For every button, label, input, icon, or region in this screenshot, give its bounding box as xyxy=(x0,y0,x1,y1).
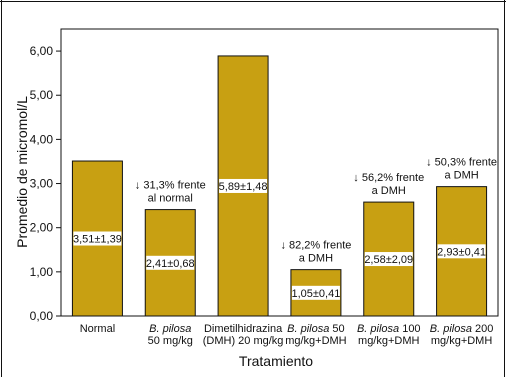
bar-annotation: ↓ 31,3% frente xyxy=(135,180,206,192)
bar-annotation: a DMH xyxy=(372,185,406,197)
x-tick-label: mg/kg+DMH xyxy=(285,335,346,347)
bar-annotation: a DMH xyxy=(444,170,478,182)
data-label: 3,51±1,39 xyxy=(73,234,122,246)
x-tick-label: B. pilosa xyxy=(149,323,191,335)
y-axis: 0,00 1,00 2,00 3,00 4,00 5,00 6,00 xyxy=(30,44,61,323)
data-label: 2,93±0,41 xyxy=(437,246,486,258)
bar-annotation: ↓ 50,3% frente xyxy=(426,157,497,169)
x-tick-label: mg/kg+DMH xyxy=(431,335,492,347)
data-label: 2,41±0,68 xyxy=(146,258,195,270)
data-label-box xyxy=(146,255,195,270)
data-label: 2,58±2,09 xyxy=(364,254,413,266)
data-label-box xyxy=(364,252,413,267)
y-tick-label: 5,00 xyxy=(30,88,54,102)
y-tick-label: 2,00 xyxy=(30,221,54,235)
x-axis-title: Tratamiento xyxy=(239,353,313,369)
x-tick-label: (DMH) 20 mg/kg xyxy=(203,335,284,347)
data-label-box xyxy=(73,231,122,246)
x-tick-label: B. pilosa 100 xyxy=(357,323,421,335)
data-label-box xyxy=(437,244,486,259)
x-tick-label: Dimetilhidrazina xyxy=(204,323,283,335)
bar-annotation: a DMH xyxy=(299,253,333,265)
data-label: 5,89±1,48 xyxy=(219,181,268,193)
bar-annotation: al normal xyxy=(148,193,193,205)
y-tick-label: 3,00 xyxy=(30,177,54,191)
bar-annotation: ↓ 82,2% frente xyxy=(280,240,351,252)
x-tick-label: B. pilosa 50 xyxy=(287,323,345,335)
y-tick-label: 0,00 xyxy=(30,309,54,323)
x-tick-label: Normal xyxy=(80,323,115,335)
bar-annotation: ↓ 56,2% frente xyxy=(353,172,424,184)
y-tick-label: 4,00 xyxy=(30,132,54,146)
data-label-box xyxy=(291,285,340,300)
plot-area xyxy=(60,28,499,317)
y-axis-title: Promedio de micromol/L xyxy=(14,96,30,248)
x-tick-label: B. pilosa 200 xyxy=(430,323,494,335)
x-tick-label: mg/kg+DMH xyxy=(358,335,419,347)
data-label: 1,05±0,41 xyxy=(291,288,340,300)
data-label-box xyxy=(219,178,268,193)
x-tick-label: 50 mg/kg xyxy=(148,335,193,347)
y-tick-label: 1,00 xyxy=(30,265,54,279)
y-tick-label: 6,00 xyxy=(30,44,54,58)
